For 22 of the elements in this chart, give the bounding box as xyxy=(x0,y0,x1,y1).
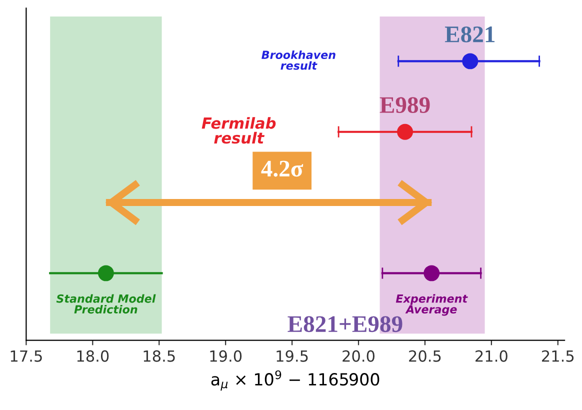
point xyxy=(424,265,440,282)
text: Standard Model Prediction xyxy=(56,294,156,314)
x-tick-label: 18.5 xyxy=(144,350,175,362)
x-tick-label: 21.5 xyxy=(542,350,574,362)
annotation: 4.2σ xyxy=(261,160,304,177)
text: Experiment Average xyxy=(396,294,468,316)
x-tick-label: 19.5 xyxy=(276,350,308,362)
x-tick-label: 19.0 xyxy=(210,350,242,362)
x-tick-label: 20.5 xyxy=(409,350,441,362)
text: Fermilab result xyxy=(202,117,276,144)
text: Brookhaven result xyxy=(262,50,336,70)
x-tick-label: 18.0 xyxy=(77,350,109,362)
point xyxy=(397,124,414,140)
x-tick-label: 21.0 xyxy=(476,350,508,362)
annotation: E821+E989 xyxy=(288,316,402,332)
annotation: E989 xyxy=(380,97,430,114)
x-tick-label: 17.5 xyxy=(10,350,42,362)
x-axis-title: a$_{μ}$ × 10$^{9}$ − 1165900 xyxy=(211,370,380,391)
annotation: E821 xyxy=(444,26,495,42)
x-tick-label: 20.0 xyxy=(342,350,374,362)
point xyxy=(98,265,114,282)
point xyxy=(462,53,478,70)
